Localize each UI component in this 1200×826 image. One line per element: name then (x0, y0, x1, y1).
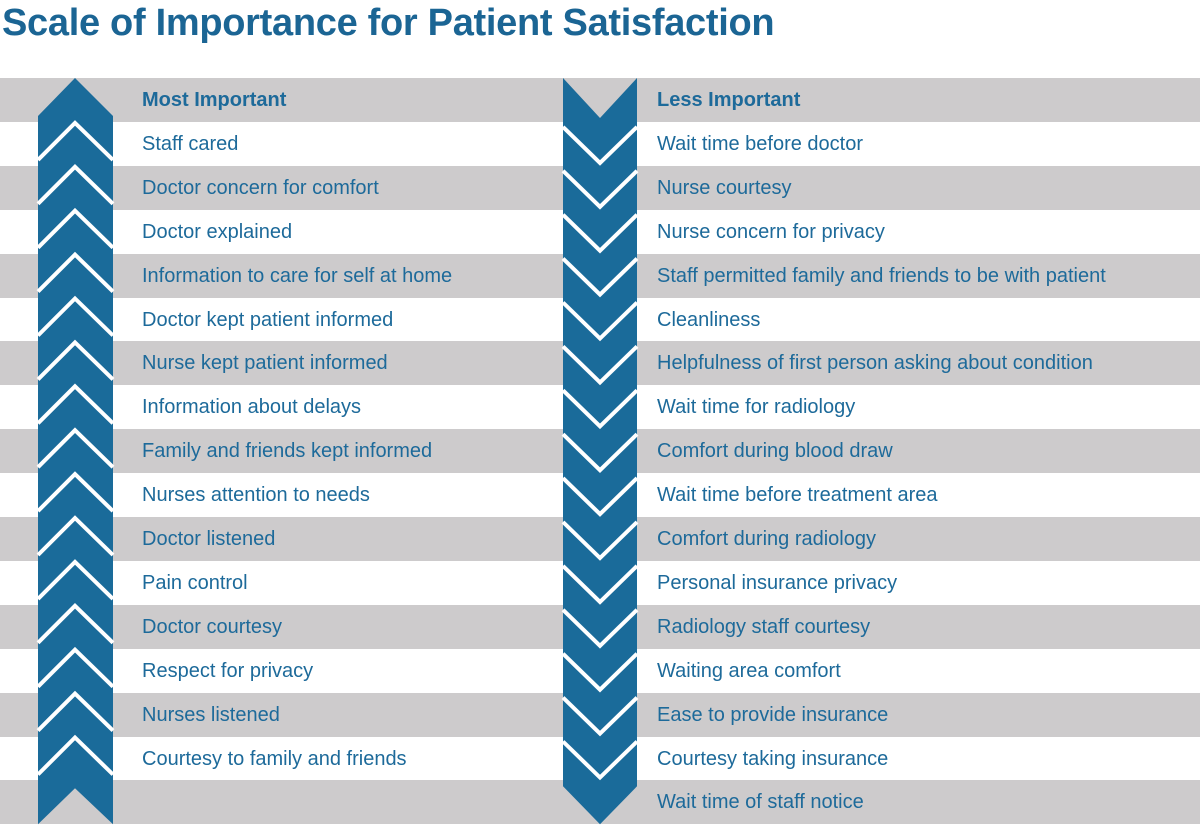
left-item: Doctor kept patient informed (142, 308, 394, 331)
up-chevron-icon (36, 339, 115, 381)
down-chevron-icon (561, 476, 639, 517)
right-item: Waiting area comfort (657, 659, 841, 682)
left-item: Doctor listened (142, 528, 276, 550)
down-arrow-icon (563, 78, 637, 825)
right-item: Comfort during radiology (657, 528, 876, 550)
right-item: Wait time before treatment area (657, 484, 938, 507)
up-chevron-icon (36, 559, 115, 601)
right-item: Nurse concern for privacy (657, 220, 885, 243)
left-item: Doctor explained (142, 220, 293, 243)
right-item: Helpfulness of first person asking about… (657, 352, 1093, 375)
left-item: Pain control (142, 571, 248, 594)
down-chevron-icon (561, 169, 639, 210)
right-heading: Less Important (657, 89, 801, 111)
left-item: Doctor courtesy (142, 615, 283, 638)
left-item: Family and friends kept informed (142, 440, 433, 463)
up-chevron-icon (36, 471, 115, 513)
right-item: Wait time before doctor (657, 132, 864, 155)
left-item: Courtesy to family and friends (142, 747, 407, 770)
up-chevron-icon (36, 515, 115, 557)
up-arrow-icon (38, 78, 113, 825)
right-item: Personal insurance privacy (657, 571, 898, 594)
down-chevron-icon (561, 564, 639, 605)
left-item: Respect for privacy (142, 659, 314, 682)
left-heading: Most Important (142, 89, 287, 111)
up-chevron-icon (36, 734, 115, 776)
right-item: Courtesy taking insurance (657, 747, 889, 770)
up-chevron-icon (36, 163, 115, 206)
down-chevron-icon (561, 257, 639, 298)
up-chevron-icon (36, 207, 115, 250)
down-chevron-icon (561, 696, 639, 737)
down-chevron-icon (561, 740, 639, 781)
up-chevron-icon (36, 602, 115, 645)
right-item: Cleanliness (657, 308, 761, 331)
row-band (0, 78, 1200, 122)
down-chevron-icon (561, 432, 639, 473)
right-item: Ease to provide insurance (657, 703, 889, 726)
left-item: Nurse kept patient informed (142, 352, 388, 375)
down-chevron-icon (561, 520, 639, 561)
up-chevron-icon (36, 690, 115, 733)
down-chevron-icon (561, 301, 639, 342)
right-item: Wait time for radiology (657, 396, 856, 419)
up-chevron-icon (36, 427, 115, 469)
left-item: Information to care for self at home (142, 264, 453, 287)
right-item: Staff permitted family and friends to be… (657, 264, 1106, 287)
page-title: Scale of Importance for Patient Satisfac… (2, 2, 775, 44)
down-chevron-icon (561, 213, 639, 254)
up-chevron-icon (36, 295, 115, 337)
up-chevron-icon (36, 120, 115, 162)
up-chevron-icon (36, 646, 115, 689)
left-item: Nurses listened (142, 703, 280, 726)
down-chevron-icon (561, 344, 639, 386)
up-chevron-icon (36, 383, 115, 425)
down-chevron-icon (561, 125, 639, 166)
left-item: Staff cared (142, 132, 239, 155)
left-item: Doctor concern for comfort (142, 176, 379, 199)
up-chevron-icon (36, 251, 115, 294)
down-chevron-icon (561, 388, 639, 430)
left-item: Information about delays (142, 396, 362, 419)
left-item: Nurses attention to needs (142, 484, 370, 507)
right-item: Comfort during blood draw (657, 440, 893, 463)
down-chevron-icon (561, 652, 639, 693)
right-item: Radiology staff courtesy (657, 615, 871, 638)
right-item: Wait time of staff notice (657, 791, 864, 814)
down-chevron-icon (561, 608, 639, 649)
right-item: Nurse courtesy (657, 176, 792, 199)
